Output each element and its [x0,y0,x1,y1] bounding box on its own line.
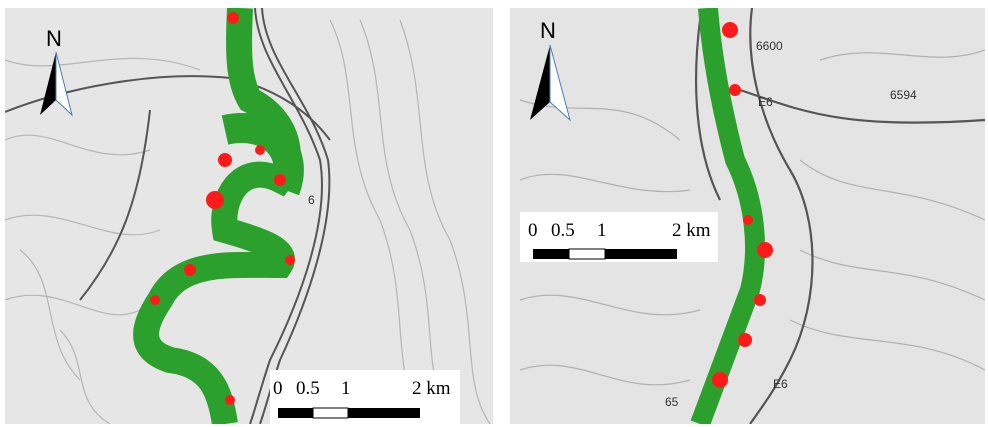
figure: 6 N 0 0.5 1 2 km 6600 [0,0,988,427]
scale-bar [533,249,569,259]
scale-bar [569,249,605,259]
scale-label: 0 [528,220,538,241]
scale-label: 0.5 [551,220,575,241]
road-label: 6594 [890,88,917,102]
scale-bar [605,249,677,259]
road-label: 65 [665,395,679,409]
scale-label: 2 km [412,378,451,399]
road-label: 6 [308,193,315,207]
map-panel-left: 6 N 0 0.5 1 2 km [5,8,493,424]
scale-label: 1 [341,378,351,399]
scale-bar [313,408,348,418]
north-label: N [540,18,556,43]
scale-bar [278,408,313,418]
scale-bar [348,408,420,418]
scale-label: 0 [273,378,283,399]
road-label: E6 [773,377,788,391]
scale-label: 2 km [672,220,711,241]
road-label: 6600 [756,39,783,53]
scale-label: 1 [597,220,607,241]
road-label: E6 [758,95,773,109]
north-label: N [46,26,62,51]
scale-label: 0.5 [296,378,320,399]
map-panel-right: 6600 6594 E6 E6 65 N 0 0.5 1 2 km [510,8,985,424]
